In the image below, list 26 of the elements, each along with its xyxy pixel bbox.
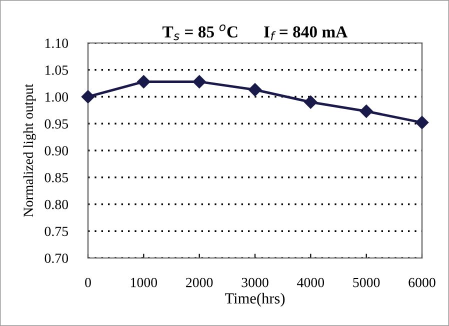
y-axis-title: Normalized light output	[23, 84, 36, 217]
point	[304, 96, 318, 109]
y-tick-label: 0.85	[44, 172, 68, 182]
point	[192, 75, 206, 88]
y-tick-label: 1.00	[45, 92, 68, 102]
x-tick-label: 5000	[353, 278, 380, 288]
y-tick-label: 0.75	[44, 226, 68, 236]
x-tick-label: 3000	[242, 278, 268, 288]
x-tick-label: 6000	[408, 278, 436, 288]
point	[360, 104, 373, 118]
point	[137, 75, 150, 88]
x-tick-label: 0	[85, 278, 91, 288]
x-tick-label: 1000	[131, 278, 158, 288]
x-tick-label: 4000	[297, 278, 324, 288]
point	[248, 83, 262, 96]
y-tick-label: 0.80	[44, 200, 68, 210]
point	[81, 90, 95, 104]
y-tick-label: 1.10	[45, 38, 68, 48]
y-tick-label: 1.05	[45, 65, 68, 75]
y-tick-label: 0.70	[44, 254, 68, 264]
y-tick-label: 0.95	[44, 119, 68, 129]
point	[415, 116, 429, 130]
chart-title: T$_{s}$ = 85 $^{o}$C I$_{f}$ = 840 mA	[162, 24, 348, 40]
x-axis-title: Time(hrs)	[225, 292, 285, 307]
y-tick-label: 0.90	[44, 146, 68, 156]
x-tick-label: 2000	[186, 278, 213, 288]
